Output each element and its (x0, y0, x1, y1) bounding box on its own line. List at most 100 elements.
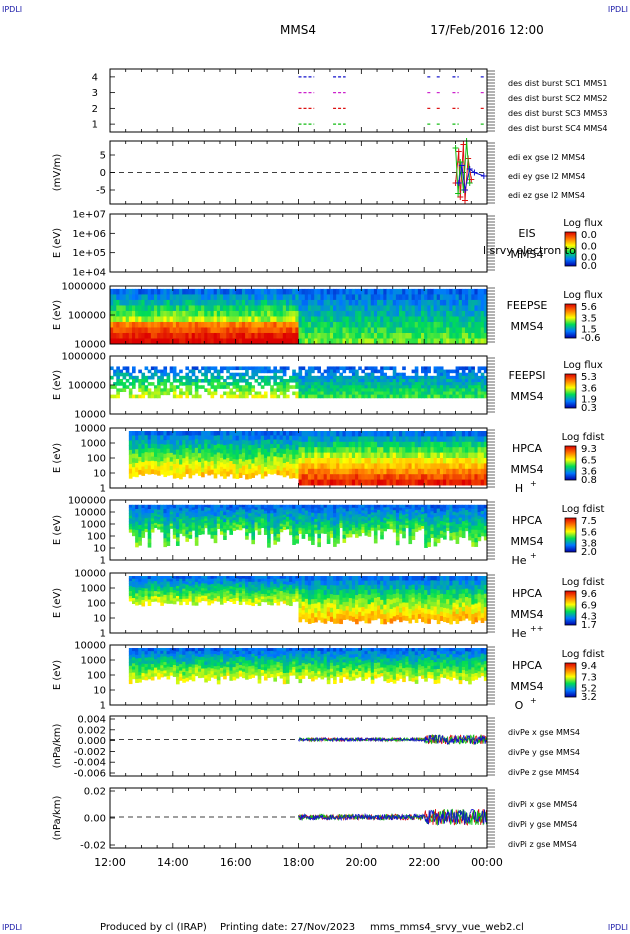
spectrogram-cell (424, 441, 428, 448)
spectrogram-cell (345, 530, 350, 535)
spectrogram-cell (197, 431, 202, 436)
spectrogram-cell (358, 468, 362, 475)
spectrogram-cell (279, 526, 284, 530)
spectrogram-cell (125, 385, 130, 389)
spectrogram-cell (235, 388, 240, 392)
spectrogram-cell (311, 388, 315, 392)
spectrogram-cell (399, 516, 403, 520)
spectrogram-cell (411, 458, 416, 464)
spectrogram-cell (414, 510, 419, 514)
spectrogram-cell (172, 528, 177, 533)
spectrogram-cell (314, 530, 318, 534)
spectrogram-cell (417, 321, 422, 328)
spectrogram-cell (439, 479, 444, 486)
spectrogram-cell (339, 525, 343, 528)
spectrogram-cell (355, 382, 359, 386)
spectrogram-cell (131, 338, 136, 345)
spectrogram-cell (122, 305, 127, 312)
spectrogram-cell (301, 382, 306, 386)
spectrogram-cell (342, 299, 347, 306)
spectrogram-cell (270, 299, 274, 306)
spectrogram-cell (219, 522, 224, 526)
spectrogram-cell (355, 441, 359, 448)
spectrogram-cell (361, 527, 365, 531)
spectrogram-cell (355, 327, 359, 334)
spectrogram-cell (427, 385, 431, 389)
spectrogram-cell (238, 509, 243, 513)
spectrogram-cell (364, 458, 369, 464)
spectrogram-cell (131, 507, 136, 512)
spectrogram-cell (373, 388, 378, 392)
spectrogram-cell (320, 441, 325, 448)
spectrogram-cell (295, 445, 299, 451)
colorbar-tick-label: 0.0 (581, 253, 597, 264)
spectrogram-cell (138, 529, 142, 534)
spectrogram-cell (251, 449, 256, 455)
spectrogram-cell (480, 529, 485, 534)
spectrogram-cell (446, 441, 450, 448)
spectrogram-cell (263, 375, 268, 380)
spectrogram-cell (110, 332, 114, 339)
spectrogram-cell (323, 458, 328, 464)
spectrogram-cell (285, 316, 290, 323)
spectrogram-cell (292, 375, 296, 380)
spectrogram-cell (254, 288, 259, 295)
spectrogram-cell (326, 388, 331, 392)
spectrogram-cell (279, 461, 284, 467)
spectrogram-cell (229, 510, 234, 515)
spectrogram-cell (471, 513, 475, 518)
spectrogram-cell (166, 533, 171, 538)
spectrogram-cell (285, 470, 290, 476)
spectrogram-cell (267, 375, 271, 380)
spectrogram-cell (276, 394, 281, 399)
spectrogram-cell (172, 388, 177, 392)
spectrogram-cell (276, 523, 281, 528)
spectrogram-cell (370, 378, 375, 383)
spectrogram-cell (194, 447, 199, 453)
spectrogram-cell (373, 468, 378, 475)
spectrogram-cell (386, 519, 391, 522)
spectrogram-cell (483, 447, 488, 454)
spectrogram-cell (204, 525, 208, 529)
spectrogram-cell (301, 524, 306, 529)
spectrogram-cell (386, 514, 391, 518)
spectrogram-cell (238, 522, 243, 526)
spectrogram-cell (348, 504, 353, 509)
y-axis-label: E (eV) (52, 228, 63, 258)
spectrogram-cell (402, 534, 406, 539)
spectrogram-cell (439, 294, 444, 301)
spectrogram-cell (468, 441, 472, 448)
spectrogram-cell (153, 338, 158, 345)
spectrogram-cell (395, 327, 400, 334)
spectrogram-cell (241, 391, 246, 396)
spectrogram-cell (267, 316, 271, 323)
spectrogram-cell (175, 517, 180, 522)
spectrogram-cell (172, 463, 177, 470)
spectrogram-cell (219, 471, 224, 477)
spectrogram-cell (273, 394, 278, 399)
spectrogram-cell (383, 299, 387, 306)
spectrogram-cell (351, 436, 356, 443)
spectrogram-cell (355, 530, 359, 535)
spectrogram-cell (138, 431, 142, 436)
spectrogram-cell (304, 391, 309, 396)
spectrogram-cell (219, 316, 224, 323)
spectrogram-cell (301, 332, 306, 339)
spectrogram-cell (386, 436, 391, 443)
spectrogram-cell (421, 294, 425, 301)
spectrogram-cell (373, 316, 378, 323)
spectrogram-cell (468, 536, 472, 541)
spectrogram-cell (461, 447, 466, 454)
y-tick-label: 100000 (68, 496, 106, 507)
spectrogram-cell (229, 332, 234, 339)
spectrogram-cell (235, 338, 240, 345)
colorbar (564, 303, 577, 339)
spectrogram-cell (128, 288, 133, 295)
spectrogram-cell (320, 321, 325, 328)
spectrogram-cell (336, 327, 340, 334)
spectrogram-cell (182, 458, 186, 464)
spectrogram-cell (285, 294, 290, 301)
spectrogram-cell (182, 440, 186, 446)
spectrogram-cell (443, 518, 447, 523)
spectrogram-cell (157, 385, 161, 389)
